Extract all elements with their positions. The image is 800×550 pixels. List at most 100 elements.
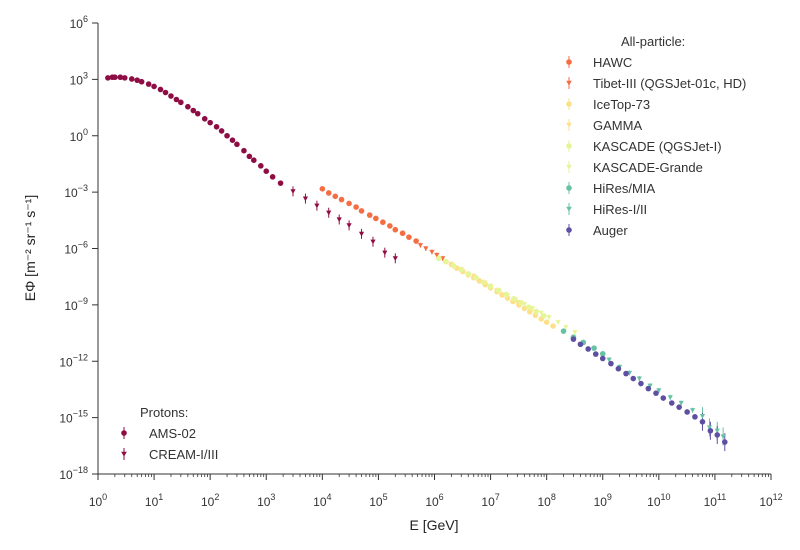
data-point-tibet-iii-qgsjet-01c-hd [429, 249, 435, 255]
legend-entry-label: GAMMA [593, 118, 642, 133]
data-point-kascade-grande [521, 302, 527, 307]
legend-marker [566, 122, 572, 128]
data-point-hires-mia [591, 345, 597, 351]
data-point-hawc [358, 208, 365, 214]
data-point-hires-mia [599, 350, 606, 357]
data-point-kascade-qgsjet-i [518, 299, 524, 306]
data-point-cream-i-iii [314, 203, 320, 209]
data-point-auger [570, 336, 577, 342]
data-point-kascade-qgsjet-i [465, 271, 472, 277]
x-ticks: 100 101 102 103 104 105 106 107 108 109 1010 1011 10… [89, 474, 783, 509]
y-tick-label: 10−12 [59, 352, 88, 369]
data-point-ams-02 [138, 78, 145, 85]
data-point-icetop-73 [543, 319, 550, 325]
x-tick-label: 101 [145, 492, 163, 509]
data-point-ams-02 [190, 107, 197, 114]
y-tick-label: 100 [70, 127, 88, 144]
data-point-kascade-qgsjet-i [480, 279, 487, 286]
data-point-ams-02 [151, 83, 157, 90]
data-point-hawc [338, 196, 345, 203]
y-tick-label: 103 [70, 70, 88, 87]
legend-entry-label: HAWC [593, 55, 632, 70]
data-point-ams-02 [234, 141, 240, 148]
data-point-hires-i-ii [720, 434, 726, 440]
x-tick-label: 109 [594, 492, 612, 509]
data-point-auger [699, 418, 706, 425]
legend-protons: Protons: AMS-02 CREAM-I/III [121, 405, 218, 462]
x-tick-label: 102 [201, 492, 219, 509]
x-tick-label: 106 [425, 492, 443, 509]
legend-entry-label: Tibet-III (QGSJet-01c, HD) [593, 76, 746, 91]
data-point-auger [707, 427, 714, 434]
data-point-hawc [399, 230, 406, 237]
x-tick-label: 103 [257, 492, 275, 509]
data-point-ams-02 [207, 119, 213, 126]
data-point-ams-02 [241, 147, 247, 154]
y-tick-label: 10−3 [64, 183, 88, 200]
legend-marker [566, 185, 572, 191]
data-point-hawc [346, 200, 352, 207]
data-point-auger [714, 432, 721, 438]
data-point-tibet-iii-qgsjet-01c-hd [417, 243, 423, 248]
data-point-hawc [392, 226, 399, 233]
legend-marker [121, 451, 127, 457]
data-point-cream-i-iii [302, 196, 309, 202]
data-point-auger [653, 390, 659, 396]
legend-title: All-particle: [621, 34, 685, 49]
data-point-auger [623, 370, 629, 377]
legend-marker [566, 80, 572, 86]
y-tick-label: 10−18 [59, 465, 88, 482]
data-point-cream-i-iii [358, 231, 365, 237]
x-tick-label: 105 [369, 492, 387, 509]
data-point-hires-i-ii [678, 400, 684, 406]
data-point-cream-i-iii [382, 250, 388, 256]
data-point-hires-i-ii [656, 388, 662, 394]
data-point-ams-02 [178, 99, 184, 106]
data-point-auger [676, 404, 682, 410]
data-point-kascade-qgsjet-i [473, 274, 479, 281]
data-point-auger [585, 346, 591, 352]
data-point-hawc [413, 238, 419, 244]
data-point-kascade-grande [487, 284, 494, 290]
data-point-kascade-qgsjet-i [436, 255, 442, 262]
data-point-cream-i-iii [370, 239, 376, 245]
data-point-ams-02 [213, 123, 220, 130]
data-point-cream-i-iii [392, 256, 398, 261]
data-point-ams-02 [128, 76, 135, 82]
legends: All-particle: HAWC Tibet-III (QGSJet-01c, … [121, 34, 746, 462]
data-point-kascade-qgsjet-i [533, 308, 539, 315]
data-point-hawc [380, 219, 386, 226]
data-marks-layer [105, 74, 728, 445]
data-point-hawc [353, 204, 359, 210]
data-point-ams-02 [145, 81, 152, 87]
y-tick-label: 106 [70, 14, 88, 31]
data-point-kascade-qgsjet-i [525, 304, 532, 310]
data-point-ams-02 [201, 115, 208, 122]
data-point-auger [630, 375, 637, 382]
data-point-ams-02 [246, 153, 253, 160]
data-point-ams-02 [173, 96, 180, 103]
data-point-hires-i-ii [667, 395, 673, 400]
legend-title: Protons: [140, 405, 188, 420]
data-point-auger [615, 365, 622, 372]
data-point-ams-02 [162, 89, 169, 96]
data-point-ams-02 [263, 168, 270, 174]
y-ticks: 10−18 10−15 10−12 10−9 10−6 10−3 100 103 106 [59, 14, 98, 482]
x-axis-label: E [GeV] [409, 517, 458, 533]
y-tick-label: 10−6 [64, 240, 88, 257]
data-point-hawc [373, 215, 379, 222]
data-point-ams-02 [157, 86, 164, 93]
data-point-ams-02 [121, 75, 128, 81]
data-point-ams-02 [105, 75, 111, 81]
data-point-hires-i-ii [647, 383, 653, 389]
data-point-ams-02 [194, 110, 201, 117]
x-tick-label: 1011 [704, 492, 727, 509]
data-point-ams-02 [229, 137, 236, 143]
legend-entry-label: Auger [593, 223, 628, 238]
data-point-tibet-iii-qgsjet-01c-hd [434, 252, 440, 258]
legend-entry-label: KASCADE (QGSJet-I) [593, 139, 722, 154]
data-point-hawc [387, 223, 393, 229]
legend-marker [566, 164, 572, 170]
data-point-hires-i-ii [606, 357, 612, 363]
